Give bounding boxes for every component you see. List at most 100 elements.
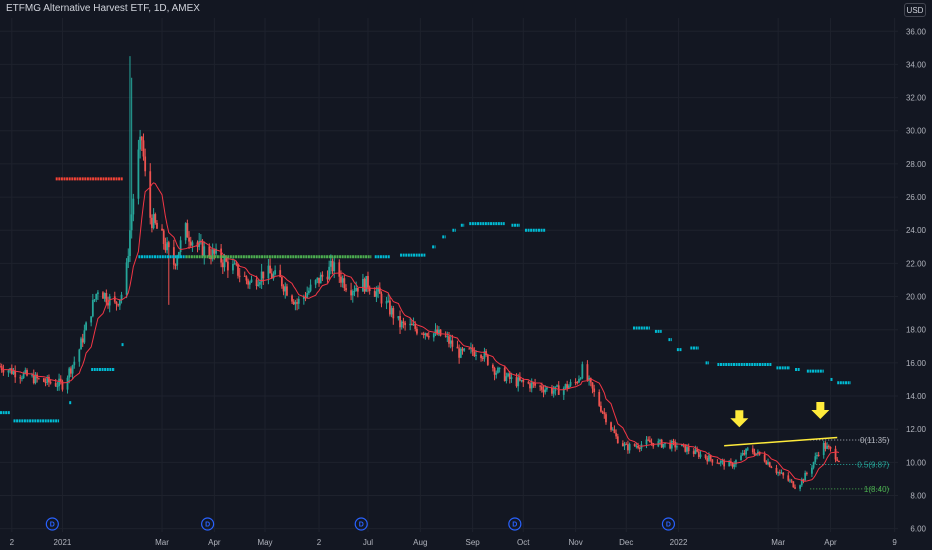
candle-body bbox=[616, 436, 619, 444]
candle-body bbox=[267, 265, 270, 279]
fib-level-label: 0.5(9.87) bbox=[857, 461, 889, 470]
candle-body bbox=[174, 264, 177, 266]
candle-body bbox=[412, 324, 415, 326]
candle-body bbox=[551, 387, 553, 394]
candle-body bbox=[149, 171, 152, 218]
candle-body bbox=[306, 293, 309, 298]
candle-body bbox=[459, 348, 462, 358]
candle-body bbox=[540, 386, 543, 390]
candle-body bbox=[152, 214, 155, 229]
candle-body bbox=[309, 284, 312, 291]
candle-body bbox=[765, 461, 768, 465]
dividend-marker-icon bbox=[508, 517, 522, 531]
x-tick-label: 2 bbox=[317, 538, 322, 547]
price-axis[interactable]: 6.00 8.00 10.00 12.00 14.00 16.00 18.00 20.00 22… bbox=[906, 27, 927, 533]
candle-body bbox=[400, 321, 403, 328]
candle-body bbox=[397, 316, 400, 319]
candle-body bbox=[731, 463, 734, 467]
down-arrow-icon bbox=[730, 410, 749, 428]
candle-body bbox=[2, 369, 5, 373]
candle-body bbox=[161, 228, 163, 231]
candle-body bbox=[498, 367, 501, 369]
candle-body bbox=[567, 385, 570, 389]
candle-body bbox=[46, 376, 49, 383]
candle-body bbox=[247, 280, 250, 285]
candle-body bbox=[142, 140, 145, 157]
x-tick-label: Sep bbox=[466, 538, 481, 547]
candle-body bbox=[439, 329, 442, 336]
candle-body bbox=[179, 240, 182, 253]
candle-body bbox=[552, 390, 555, 394]
x-tick-label: 9 bbox=[892, 538, 897, 547]
dividend-marker-label: D bbox=[359, 522, 364, 529]
time-axis[interactable]: 2 2021 Mar Apr May 2 Jul Aug Sep Oct Nov Dec 2022 Mar… bbox=[10, 538, 898, 547]
candle-body bbox=[753, 452, 756, 456]
candle-body bbox=[446, 336, 449, 338]
candle-body bbox=[272, 274, 275, 279]
candle-body bbox=[68, 368, 71, 378]
candle-body bbox=[341, 278, 344, 283]
candle-body bbox=[625, 443, 628, 445]
y-tick-label: 34.00 bbox=[906, 60, 927, 69]
candle-body bbox=[274, 270, 277, 275]
candle-body bbox=[338, 262, 341, 277]
candle-body bbox=[58, 378, 60, 387]
candle-body bbox=[674, 441, 677, 448]
candle-body bbox=[507, 373, 509, 377]
candle-body bbox=[389, 300, 391, 315]
candle-body bbox=[259, 282, 261, 285]
candle-body bbox=[166, 242, 169, 251]
candle-body bbox=[628, 444, 631, 451]
candle-body bbox=[530, 382, 533, 389]
currency-badge[interactable]: USD bbox=[904, 3, 926, 17]
fibonacci-retracement[interactable]: 0(11.35) 0.5(9.87) 1(8.40) bbox=[810, 436, 892, 494]
candle-body bbox=[154, 214, 157, 223]
candle-body bbox=[69, 368, 72, 374]
candle-body bbox=[215, 248, 217, 254]
y-tick-label: 30.00 bbox=[906, 127, 927, 136]
candle-body bbox=[191, 242, 194, 246]
candle-body bbox=[326, 276, 329, 280]
candle-body bbox=[787, 475, 790, 481]
x-tick-label: Aug bbox=[413, 538, 427, 547]
candle-body bbox=[456, 346, 459, 349]
dividend-marker-icon bbox=[661, 517, 676, 531]
candle-body bbox=[510, 377, 513, 380]
down-arrow-icon bbox=[811, 401, 830, 419]
candle-body bbox=[814, 456, 817, 463]
candle-body bbox=[451, 340, 454, 347]
candle-body bbox=[189, 241, 192, 246]
candle-body bbox=[735, 460, 737, 465]
candle-body bbox=[421, 333, 423, 335]
candle-body bbox=[458, 348, 461, 358]
candle-body bbox=[270, 273, 273, 279]
candle-body bbox=[367, 276, 369, 288]
candle-body bbox=[615, 432, 618, 437]
candle-body bbox=[97, 292, 99, 294]
candle-body bbox=[527, 382, 530, 384]
candle-body bbox=[746, 448, 749, 450]
candle-body bbox=[416, 328, 418, 334]
candle-body bbox=[95, 293, 98, 300]
candle-body bbox=[581, 364, 584, 379]
candle-body bbox=[770, 466, 773, 468]
y-tick-label: 6.00 bbox=[910, 525, 926, 534]
candle-body bbox=[392, 308, 395, 319]
candle-body bbox=[650, 442, 653, 444]
candle-body bbox=[321, 274, 324, 277]
candle-body bbox=[448, 336, 450, 344]
candle-body bbox=[387, 300, 390, 302]
candle-body bbox=[532, 382, 535, 384]
candle-body bbox=[461, 348, 464, 351]
candle-body bbox=[21, 378, 23, 380]
candle-body bbox=[90, 316, 93, 323]
candle-body bbox=[208, 246, 211, 257]
candle-body bbox=[31, 374, 33, 376]
candle-body bbox=[184, 223, 187, 241]
candle-body bbox=[780, 472, 783, 474]
trendline[interactable] bbox=[724, 436, 838, 447]
candle-body bbox=[78, 349, 81, 362]
x-tick-label: Nov bbox=[568, 538, 582, 547]
candle-body bbox=[377, 287, 380, 292]
